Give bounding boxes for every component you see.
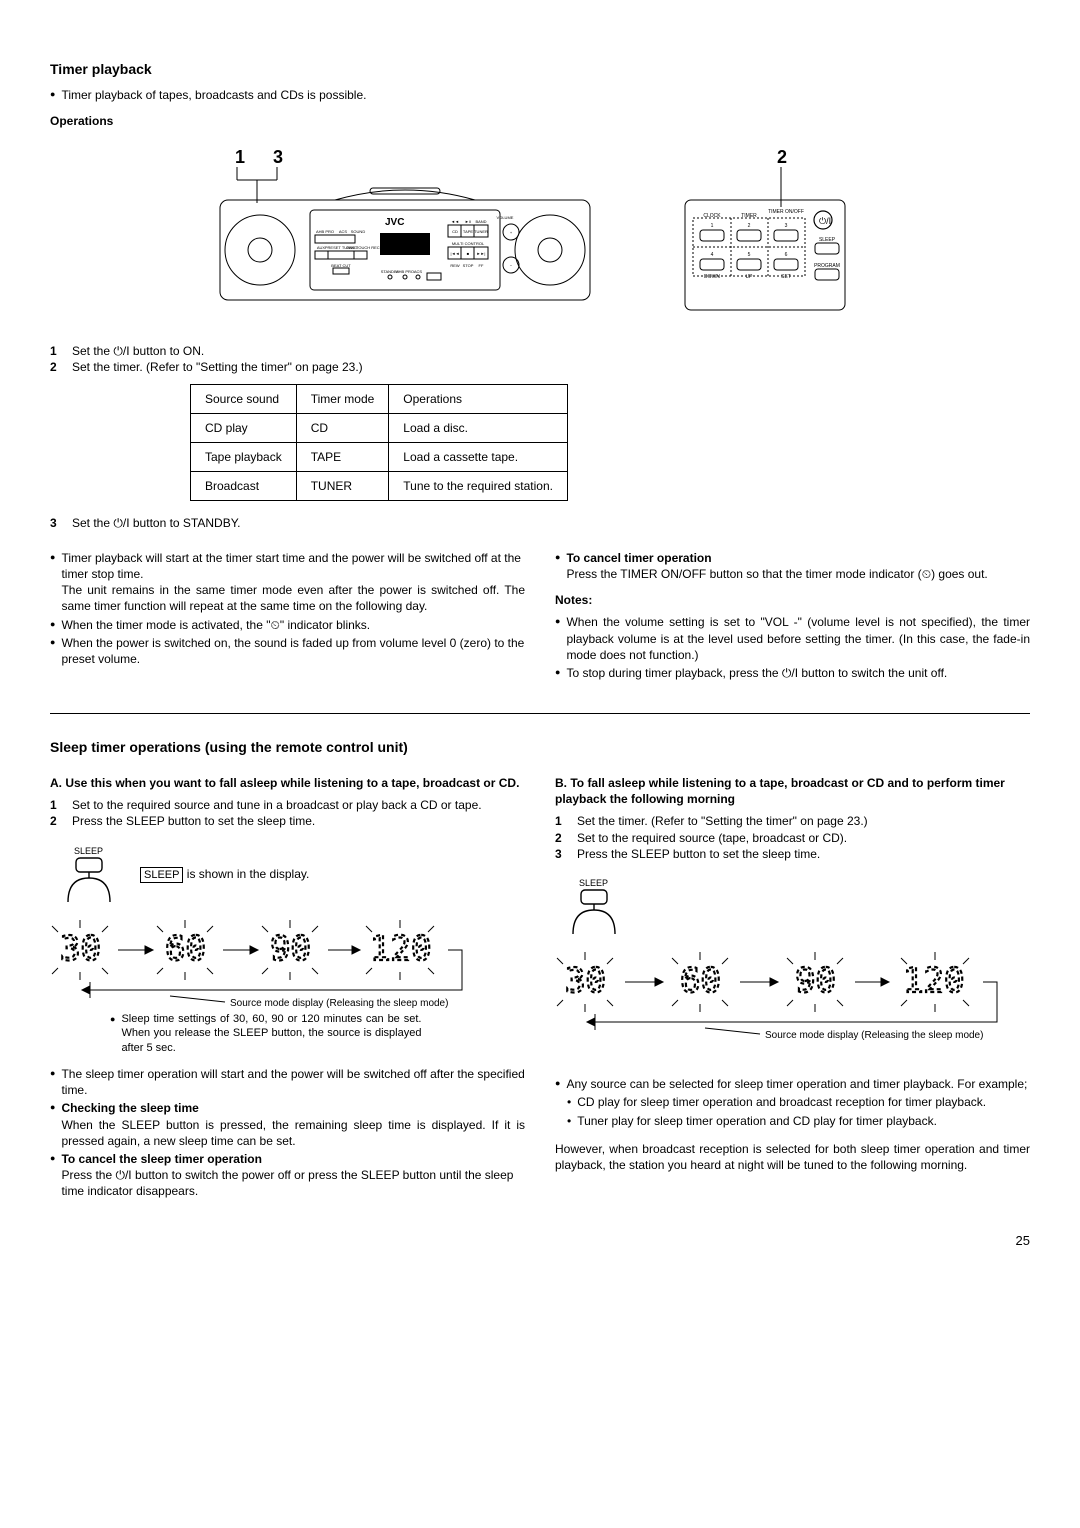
timer-mode-table: Source soundTimer modeOperations CD play…: [190, 384, 568, 502]
svg-text:2: 2: [777, 147, 787, 167]
sleep-button-icon-b: SLEEP: [565, 876, 625, 938]
svg-text:−: −: [510, 263, 513, 268]
svg-text:6: 6: [785, 252, 788, 258]
device-diagram: 1 3 JVC AHB PROACSSOUND AUXPRESET TUNING…: [50, 145, 1030, 315]
svg-text:VOLUME: VOLUME: [497, 215, 514, 220]
svg-text:+: +: [510, 230, 513, 235]
sleep-sequence-diagram: 30 60 90 120 Sou: [50, 910, 480, 1010]
svg-text:BAND: BAND: [475, 219, 486, 224]
svg-text:60: 60: [680, 961, 721, 1001]
svg-text:MULTI CONTROL: MULTI CONTROL: [452, 241, 485, 246]
svg-text:DOWN: DOWN: [704, 274, 720, 280]
timer-right-col: To cancel timer operation Press the TIME…: [555, 548, 1030, 683]
svg-text:Source mode display (Releasing: Source mode display (Releasing the sleep…: [765, 1030, 983, 1041]
svg-text:2: 2: [748, 223, 751, 229]
sleep-button-icon: SLEEP: [60, 844, 120, 906]
step-1: 1 Set the ⏻/I button to ON.: [50, 343, 1030, 359]
intro-text: Timer playback of tapes, broadcasts and …: [50, 87, 1030, 103]
section-title: Timer playback: [50, 60, 1030, 79]
svg-text:SET: SET: [781, 274, 791, 280]
svg-text:SOUND: SOUND: [351, 229, 366, 234]
svg-text:FF: FF: [479, 263, 484, 268]
svg-text:PROGRAM: PROGRAM: [814, 263, 840, 269]
svg-text:CD: CD: [452, 229, 458, 234]
svg-text:60: 60: [165, 929, 206, 969]
svg-text:►II: ►II: [465, 219, 471, 224]
svg-text:STOP: STOP: [463, 263, 474, 268]
svg-text:■: ■: [467, 251, 470, 256]
svg-text:Source mode display (Releasing: Source mode display (Releasing the sleep…: [230, 998, 448, 1009]
svg-text:SLEEP: SLEEP: [74, 846, 103, 856]
svg-text:90: 90: [270, 929, 311, 969]
svg-text:TIMER ON/OFF: TIMER ON/OFF: [768, 209, 804, 215]
svg-text:5: 5: [748, 252, 751, 258]
svg-text:30: 30: [60, 929, 101, 969]
svg-text:TIMER: TIMER: [741, 213, 757, 219]
sleep-sequence-diagram-b: 30 60 90 120 Source mode display (Releas…: [555, 942, 1015, 1042]
svg-text:JVC: JVC: [385, 217, 404, 228]
svg-text:3: 3: [785, 223, 788, 229]
svg-text:REW: REW: [450, 263, 460, 268]
svg-text:AHB PRO: AHB PRO: [396, 269, 414, 274]
svg-text:◄◄: ◄◄: [451, 219, 459, 224]
timer-left-col: Timer playback will start at the timer s…: [50, 548, 525, 683]
step-3: 3 Set the ⏻/I button to STANDBY.: [50, 515, 1030, 531]
svg-text:►►|: ►►|: [477, 251, 486, 256]
svg-text:UP: UP: [746, 274, 754, 280]
operations-heading: Operations: [50, 113, 1030, 129]
svg-text:TUNER: TUNER: [474, 229, 488, 234]
svg-text:1: 1: [235, 147, 245, 167]
svg-text:120: 120: [903, 961, 964, 1001]
svg-text:1: 1: [711, 223, 714, 229]
svg-text:SLEEP: SLEEP: [819, 237, 836, 243]
svg-text:30: 30: [565, 961, 606, 1001]
svg-text:ACS: ACS: [414, 269, 423, 274]
svg-text:ACS: ACS: [339, 229, 348, 234]
section-a: A. Use this when you want to fall asleep…: [50, 765, 525, 1202]
step-2: 2 Set the timer. (Refer to "Setting the …: [50, 359, 1030, 375]
svg-text:90: 90: [795, 961, 836, 1001]
svg-text:CLOCK: CLOCK: [703, 213, 721, 219]
svg-text:⏻/I: ⏻/I: [819, 216, 831, 226]
section-b-footer: However, when broadcast reception is sel…: [555, 1141, 1030, 1173]
svg-text:ONE TOUCH REC: ONE TOUCH REC: [346, 245, 380, 250]
section2-title: Sleep timer operations (using the remote…: [50, 738, 1030, 757]
svg-text:TAPE: TAPE: [463, 229, 473, 234]
page-number: 25: [50, 1232, 1030, 1250]
section-b: B. To fall asleep while listening to a t…: [555, 765, 1030, 1202]
svg-text:|◄◄: |◄◄: [451, 251, 460, 256]
svg-text:BEAT CUT: BEAT CUT: [331, 263, 351, 268]
svg-text:120: 120: [370, 929, 431, 969]
svg-text:4: 4: [711, 252, 714, 258]
svg-text:AHB PRO: AHB PRO: [316, 229, 334, 234]
svg-text:3: 3: [273, 147, 283, 167]
svg-text:SLEEP: SLEEP: [579, 878, 608, 888]
